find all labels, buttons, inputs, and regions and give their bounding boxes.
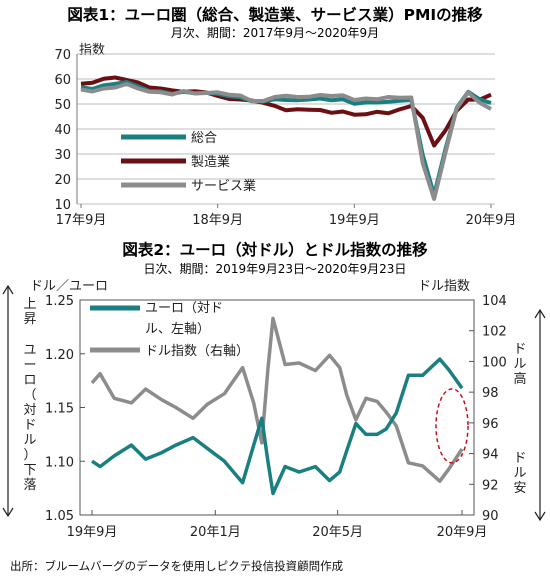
left-label-euro-char: ー <box>23 358 36 373</box>
chart1-x-tick-label: 19年9月 <box>329 213 380 228</box>
chart1-y-tick-label: 10 <box>54 198 71 213</box>
chart2-subtitle: 日次、期間：2019年9月23日～2020年9月23日 <box>144 262 407 276</box>
chart2-series <box>90 316 469 496</box>
left-label-euro-char: ユ <box>23 343 36 358</box>
right-double-arrow-head-bottom <box>534 511 546 522</box>
chart2-axes: 1.05 1.10 1.15 1.20 1.25 90 92 94 96 98 100 102 104 1… <box>45 294 507 540</box>
chart2-x-tick-label: 20年5月 <box>312 525 363 540</box>
chart1-y-tick-label: 30 <box>54 148 71 163</box>
chart1-series <box>80 75 492 201</box>
chart2-right-tick-label: 94 <box>482 448 499 463</box>
left-label-euro: ユーロ（対ドル） <box>23 343 36 463</box>
left-label-down-char: 下 <box>23 463 36 478</box>
source-note: 出所：ブルームバーグのデータを使用しピクテ投信投資顧問作成 <box>10 559 344 573</box>
left-double-arrow-head-bottom <box>2 507 14 518</box>
chart2-left-tick-label: 1.10 <box>45 455 74 470</box>
left-double-arrow-head-top <box>2 284 14 295</box>
chart1-y-tick-label: 20 <box>54 173 71 188</box>
chart2-right-tick-label: 96 <box>482 417 499 432</box>
left-label-euro-char: ロ <box>23 373 36 388</box>
right-label-dollar-strong-char: ド <box>513 342 526 357</box>
chart1-title: 図表1：ユーロ圏（総合、製造業、サービス業）PMIの推移 <box>67 5 483 24</box>
chart2-left-tick-label: 1.15 <box>45 402 74 417</box>
chart2-ylabel-right: ドル指数 <box>418 279 470 294</box>
chart1-grid <box>77 53 495 205</box>
chart2-legend-label-line2: ル、左軸） <box>145 322 210 337</box>
chart2-x-tick-label: 20年1月 <box>190 525 241 540</box>
chart1-x-tick-label: 20年9月 <box>466 213 517 228</box>
chart1-y-tick-label: 40 <box>54 123 71 138</box>
left-label-euro-char: 対 <box>23 403 36 418</box>
chart2-right-tick-label: 92 <box>482 478 499 493</box>
chart1-axes: 10 20 30 40 50 60 70 17年9月 18年9月 19年9月 20年9月 <box>54 48 516 228</box>
right-label-dollar-weak-char: ド <box>513 451 526 466</box>
chart2-left-tick-label: 1.25 <box>45 294 74 309</box>
right-label-dollar-weak-char: 安 <box>513 481 526 496</box>
chart2-title: 図表2：ユーロ（対ドル）とドル指数の推移 <box>122 240 428 259</box>
left-label-up-char: 昇 <box>23 312 36 327</box>
right-double-arrow-head-top <box>534 308 546 319</box>
chart2-x-tick-label: 19年9月 <box>67 525 118 540</box>
chart1-legend-label: サービス業 <box>191 178 256 194</box>
chart2-series-line-1 <box>90 316 464 483</box>
chart2-series-line-0 <box>91 357 464 496</box>
chart2-highlight-ellipse <box>435 388 469 464</box>
chart2-right-tick-label: 98 <box>482 386 499 401</box>
chart2-left-tick-label: 1.05 <box>45 509 74 524</box>
chart1-y-tick-label: 50 <box>54 98 71 113</box>
chart2-right-tick-label: 100 <box>482 355 507 370</box>
chart1-legend-label: 製造業 <box>191 154 230 170</box>
right-label-dollar-strong-char: 高 <box>513 371 526 387</box>
chart1-series-line-2 <box>80 82 492 201</box>
left-label-up: 上昇 <box>23 297 36 327</box>
left-label-euro-char: ） <box>23 448 36 463</box>
left-label-euro-char: ル <box>23 433 36 448</box>
chart2-legend: ユーロ（対ドル、左軸） ドル指数（右軸） <box>90 301 249 359</box>
right-label-dollar-strong-char: ル <box>513 357 526 372</box>
chart1-y-tick-label: 70 <box>54 48 71 63</box>
chart2-left-tick-label: 1.20 <box>45 348 74 363</box>
chart2-right-tick-label: 90 <box>482 509 499 524</box>
chart2-legend-label: ドル指数（右軸） <box>145 344 249 359</box>
chart1-series-line-1 <box>80 75 492 148</box>
chart2-right-tick-label: 104 <box>482 294 507 309</box>
left-label-euro-char: （ <box>23 388 36 403</box>
chart2-legend-label-line1: ユーロ（対ド <box>145 301 223 316</box>
chart1-subtitle: 月次、期間：2017年9月～2020年9月 <box>171 26 379 40</box>
chart1-x-tick-label: 18年9月 <box>192 213 243 228</box>
left-label-euro-char: ド <box>23 418 36 433</box>
chart1-legend-label: 総合 <box>191 131 217 146</box>
chart1-y-tick-label: 60 <box>54 73 71 88</box>
chart2-ylabel-left: ドル／ユーロ <box>30 279 108 294</box>
chart1-x-tick-label: 17年9月 <box>56 213 107 228</box>
chart1-ylabel: 指数 <box>79 43 105 58</box>
chart2-x-tick-label: 20年9月 <box>437 525 488 540</box>
left-label-down-char: 落 <box>23 478 36 493</box>
left-label-up-char: 上 <box>23 297 36 312</box>
chart2-right-tick-label: 102 <box>482 325 507 340</box>
right-label-dollar-weak: ドル安 <box>513 451 526 496</box>
right-label-dollar-weak-char: ル <box>513 466 526 481</box>
left-label-down: 下落 <box>23 463 36 493</box>
right-label-dollar-strong: ドル高 <box>513 342 526 387</box>
